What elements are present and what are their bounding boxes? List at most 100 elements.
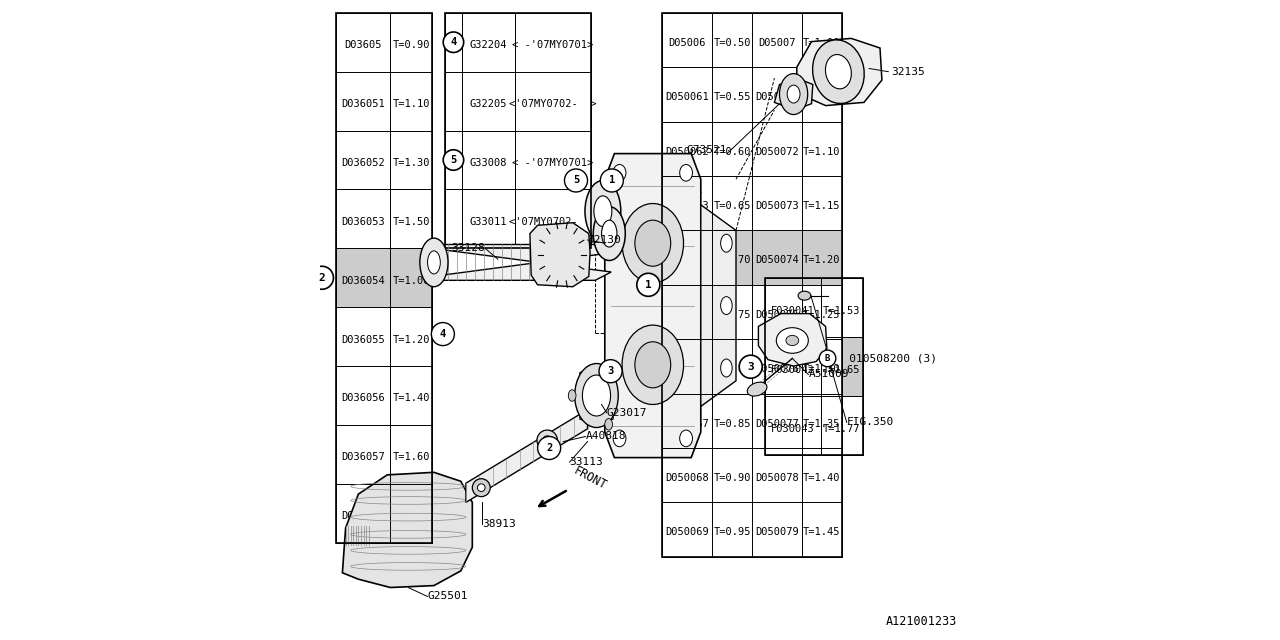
Ellipse shape xyxy=(748,382,767,396)
Ellipse shape xyxy=(472,479,490,497)
Ellipse shape xyxy=(721,234,732,252)
Bar xyxy=(663,13,842,67)
Text: T=0.90: T=0.90 xyxy=(393,40,430,50)
Text: F030041: F030041 xyxy=(771,306,815,316)
Text: T=1.25: T=1.25 xyxy=(803,310,841,320)
Bar xyxy=(663,67,842,122)
Ellipse shape xyxy=(613,430,626,447)
Circle shape xyxy=(311,266,333,289)
Ellipse shape xyxy=(477,484,485,492)
Bar xyxy=(445,13,591,72)
Polygon shape xyxy=(796,38,882,106)
Text: D050075: D050075 xyxy=(755,310,799,320)
Text: A121001233: A121001233 xyxy=(886,616,957,628)
Bar xyxy=(335,307,433,366)
Ellipse shape xyxy=(568,390,576,401)
Text: D050063: D050063 xyxy=(666,201,709,211)
Text: 3: 3 xyxy=(748,362,754,372)
Polygon shape xyxy=(701,205,736,406)
Ellipse shape xyxy=(622,204,684,283)
Bar xyxy=(445,189,591,248)
Bar xyxy=(663,448,842,502)
Bar xyxy=(663,285,842,339)
Text: D050068: D050068 xyxy=(666,473,709,483)
Ellipse shape xyxy=(575,364,618,428)
Polygon shape xyxy=(343,472,472,588)
Text: T=0.85: T=0.85 xyxy=(713,419,751,429)
Ellipse shape xyxy=(538,430,558,451)
Ellipse shape xyxy=(826,54,851,89)
Text: D050077: D050077 xyxy=(755,419,799,429)
Text: 1: 1 xyxy=(645,280,652,290)
Text: D050073: D050073 xyxy=(755,201,799,211)
Text: T=1.30: T=1.30 xyxy=(803,364,841,374)
Text: 2: 2 xyxy=(319,273,325,283)
Text: FIG.350: FIG.350 xyxy=(847,417,893,428)
Text: D036052: D036052 xyxy=(342,158,385,168)
Ellipse shape xyxy=(680,164,692,181)
Text: 4: 4 xyxy=(451,40,457,50)
Text: D050071: D050071 xyxy=(755,92,799,102)
Text: G33008: G33008 xyxy=(470,158,507,168)
Text: D036054: D036054 xyxy=(342,276,385,285)
Text: 1: 1 xyxy=(609,175,614,186)
Text: D050069: D050069 xyxy=(666,527,709,538)
Ellipse shape xyxy=(604,361,613,372)
Text: 4: 4 xyxy=(440,329,445,339)
Text: 33113: 33113 xyxy=(570,457,603,467)
Bar xyxy=(335,425,433,484)
Circle shape xyxy=(819,350,836,367)
Bar xyxy=(335,13,433,72)
Bar xyxy=(663,13,842,557)
Text: F030043: F030043 xyxy=(771,424,815,433)
Bar xyxy=(335,189,433,248)
Text: T=1.40: T=1.40 xyxy=(393,394,430,403)
Circle shape xyxy=(600,169,623,192)
Text: T=0.60: T=0.60 xyxy=(713,147,751,157)
Text: T=1.10: T=1.10 xyxy=(803,147,841,157)
Text: < -'07MY0701>: < -'07MY0701> xyxy=(512,158,594,168)
Text: D050066: D050066 xyxy=(666,364,709,374)
Text: T=1.65: T=1.65 xyxy=(823,365,860,374)
Polygon shape xyxy=(466,410,588,502)
Text: A40818: A40818 xyxy=(585,431,626,442)
Polygon shape xyxy=(580,368,613,424)
Text: B  010508200 (3): B 010508200 (3) xyxy=(829,353,937,364)
Text: T=1.00: T=1.00 xyxy=(803,38,841,48)
Ellipse shape xyxy=(799,291,812,300)
Ellipse shape xyxy=(602,220,617,247)
Text: T=1.05: T=1.05 xyxy=(803,92,841,102)
Ellipse shape xyxy=(613,164,626,181)
Text: T=0.65: T=0.65 xyxy=(713,201,751,211)
Text: 32135: 32135 xyxy=(891,67,924,77)
Circle shape xyxy=(599,360,622,383)
Ellipse shape xyxy=(813,40,864,104)
Text: T=1.50: T=1.50 xyxy=(393,217,430,227)
Text: D05007: D05007 xyxy=(758,38,796,48)
Text: T=1.35: T=1.35 xyxy=(803,419,841,429)
Text: D05006: D05006 xyxy=(668,38,707,48)
Text: D050072: D050072 xyxy=(755,147,799,157)
Bar xyxy=(663,176,842,230)
Text: <'07MY0702-  >: <'07MY0702- > xyxy=(509,99,596,109)
Bar xyxy=(335,366,433,425)
Bar xyxy=(445,131,591,189)
Bar xyxy=(663,122,842,176)
Text: D036055: D036055 xyxy=(342,335,385,344)
Text: FRONT: FRONT xyxy=(571,465,608,493)
Ellipse shape xyxy=(787,85,800,103)
Bar xyxy=(663,394,842,448)
Ellipse shape xyxy=(594,196,612,227)
Text: T=0.90: T=0.90 xyxy=(713,473,751,483)
Text: 3: 3 xyxy=(608,366,613,376)
Ellipse shape xyxy=(786,335,799,346)
Text: D050074: D050074 xyxy=(755,255,799,266)
Bar xyxy=(335,13,433,543)
Circle shape xyxy=(564,169,588,192)
Polygon shape xyxy=(774,78,813,110)
Text: T=1.45: T=1.45 xyxy=(803,527,841,538)
Circle shape xyxy=(740,355,763,378)
Ellipse shape xyxy=(622,325,684,404)
Text: < -'07MY0701>: < -'07MY0701> xyxy=(512,40,594,50)
Circle shape xyxy=(443,32,463,52)
